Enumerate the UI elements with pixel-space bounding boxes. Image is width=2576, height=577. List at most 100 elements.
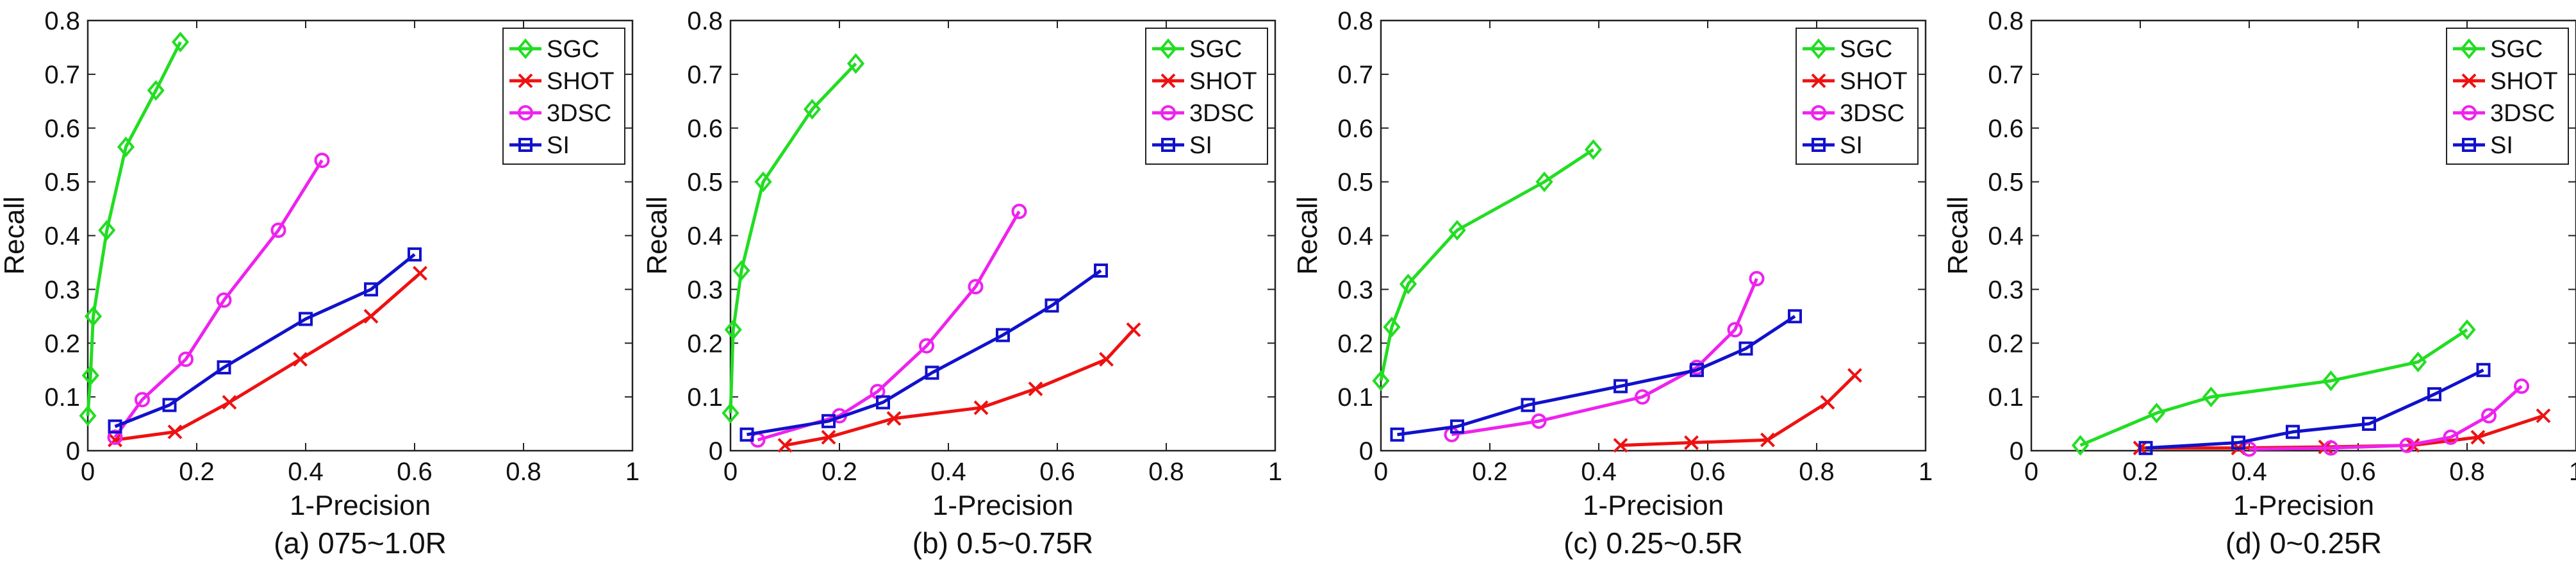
y-tick-label: 0.8 [687,7,723,35]
data-point [2409,351,2427,372]
series-line [113,159,324,439]
y-tick-label: 0.3 [44,276,80,304]
data-point [117,137,135,158]
series-shot [1613,368,1862,453]
data-point [108,419,122,434]
y-tick-label: 0.6 [1337,115,1373,143]
legend-marker [1812,138,1826,152]
data-point [79,405,97,426]
y-tick-label: 0.6 [687,115,723,143]
legend-marker [518,138,533,152]
y-axis: 0 0.1 0.2 0.3 0.4 0.5 0.6 0.7 0.8 [44,7,632,465]
series-si [2138,363,2491,455]
y-tick-label: 0 [709,437,723,465]
series-sgc [2071,319,2476,456]
x-tick-label: 0.4 [1581,458,1617,486]
data-point [724,319,742,340]
y-tick-label: 0.2 [44,330,80,358]
data-point [2536,408,2551,423]
legend-marker [2462,138,2476,152]
y-tick-label: 0.8 [1988,7,2024,35]
series-sgc [722,53,865,424]
y-tick-label: 0.3 [1337,276,1373,304]
y-tick-label: 0.7 [687,61,723,89]
legend-item-sgc: SGC [1152,36,1242,63]
series-sgc [79,31,190,426]
data-point [1383,316,1401,338]
data-point [1684,435,1699,450]
data-point [968,279,984,295]
x-axis-label: 1-Precision [290,490,431,521]
data-point [1727,322,1743,338]
legend-marker [2460,38,2478,60]
y-tick-label: 0.7 [1988,61,2024,89]
y-axis: 0 0.1 0.2 0.3 0.4 0.5 0.6 0.7 0.8 [687,7,1275,465]
y-axis-label: Recall [1292,196,1323,274]
panel-caption: (a) 075~1.0R [274,526,447,560]
data-point [1011,203,1027,219]
x-tick-label: 0 [723,458,738,486]
data-point [1847,368,1862,383]
data-point [1535,171,1553,192]
x-tick-label: 0.4 [2231,458,2267,486]
x-tick-label: 0.8 [1148,458,1184,486]
data-point [1372,370,1390,392]
data-point [996,328,1010,342]
x-tick-label: 1 [2569,458,2576,486]
legend-item-shot: SHOT [1152,68,1257,95]
y-tick-label: 0.5 [44,169,80,197]
x-axis: 0 0.2 0.4 0.6 0.8 1 [1374,21,1933,486]
data-point [98,220,116,241]
data-point [1613,438,1628,453]
series-si [1390,309,1802,442]
legend-marker [1810,38,1828,60]
data-point [2399,437,2415,453]
legend-marker [1161,138,1175,152]
x-tick-label: 0.6 [397,458,433,486]
y-tick-label: 0.6 [1988,115,2024,143]
data-point [408,247,422,262]
data-point [2362,417,2376,431]
data-point [919,338,934,354]
legend-item-shot: SHOT [1803,68,1908,95]
panel-caption: (d) 0~0.25R [2225,526,2382,560]
series-line [1397,315,1796,437]
data-point [925,365,939,380]
legend-label: SGC [1840,36,1892,63]
data-point [2071,435,2090,456]
data-point [2514,378,2529,394]
series-3dsc [107,153,330,446]
data-point [2481,408,2497,424]
data-point [413,265,427,281]
legend-item-sgc: SGC [509,36,599,63]
data-point [299,312,313,326]
series-3dsc [1444,271,1765,442]
y-tick-label: 0.4 [44,222,80,251]
data-point [2286,424,2300,439]
x-axis-label: 1-Precision [1583,490,1724,521]
x-tick-label: 0.2 [822,458,857,486]
legend-box [2446,28,2569,165]
legend-marker [1160,73,1176,88]
data-point [1521,397,1535,412]
legend-item-sgc: SGC [1803,36,1892,63]
legend-label: 3DSC [2490,100,2555,127]
data-point [2231,435,2245,450]
legend-box [1145,28,1268,165]
x-tick-label: 0 [1374,458,1388,486]
y-tick-label: 0.5 [1988,169,2024,197]
x-tick-label: 0 [2024,458,2038,486]
data-point [1635,389,1650,405]
x-tick-label: 0.4 [288,458,324,486]
series-3dsc [2242,378,2529,457]
legend-label: SI [1189,132,1212,159]
data-point [886,411,902,426]
x-tick-label: 0.8 [1799,458,1835,486]
data-point [722,403,739,424]
x-tick-label: 1 [1919,458,1933,486]
data-point [2323,440,2339,456]
legend-item-3dsc: 3DSC [1803,100,1904,127]
data-point [876,395,890,410]
legend-item-si: SI [2453,132,2513,159]
